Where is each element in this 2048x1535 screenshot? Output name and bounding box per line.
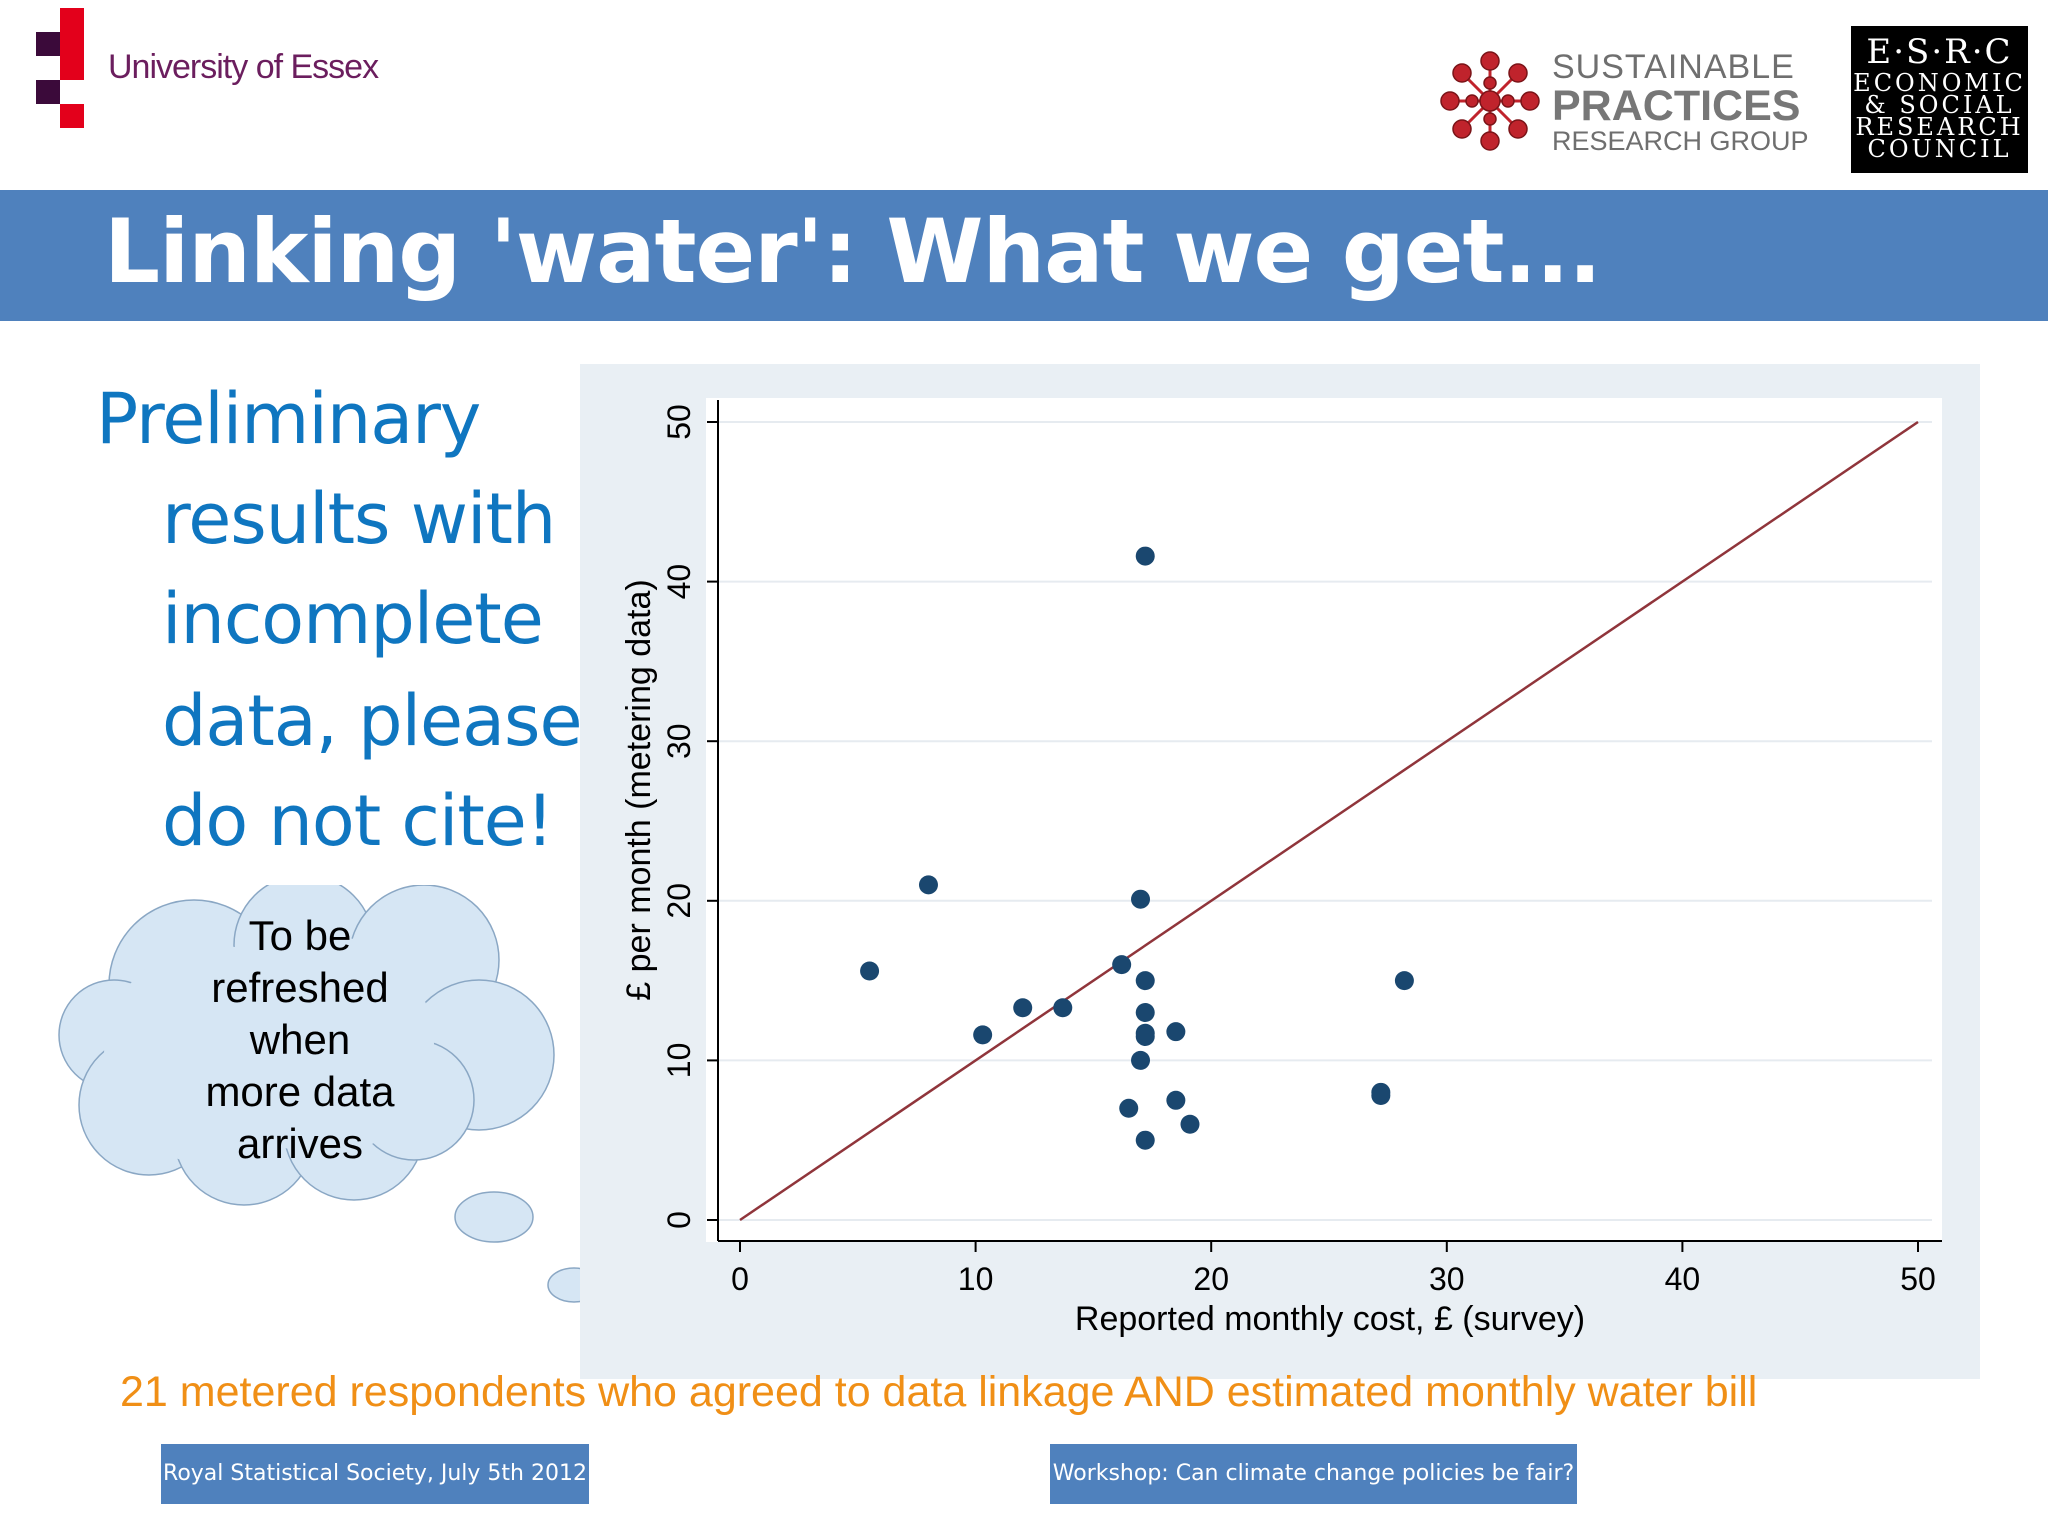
data-point-11	[1135, 971, 1155, 991]
data-point-21	[1135, 1026, 1155, 1046]
y-tick-label-0: 0	[661, 1211, 697, 1229]
y-tick-label-40: 40	[661, 564, 697, 600]
data-point-1	[860, 961, 880, 981]
footer-workshop: Workshop: Can climate change policies be…	[1050, 1444, 1577, 1504]
data-point-14	[1135, 1130, 1155, 1150]
x-ticks: 0 10 20 30 40 50	[731, 1241, 1936, 1297]
caption: 21 metered respondents who agreed to dat…	[120, 1368, 1758, 1416]
data-point-20	[1394, 971, 1414, 991]
esrc-line-3: & SOCIAL	[1864, 91, 2015, 119]
y-tick-label-30: 30	[661, 723, 697, 759]
notice-line-3: incomplete	[162, 578, 544, 660]
cloud-line-3: when	[249, 1016, 351, 1063]
x-tick-label-30: 30	[1429, 1261, 1465, 1297]
y-axis-label: £ per month (metering data)	[620, 579, 658, 1000]
slide-title: Linking 'water': What we get...	[104, 200, 1602, 303]
data-point-4	[1013, 998, 1033, 1018]
y-tick-label-50: 50	[661, 404, 697, 440]
esrc-line-2: ECONOMIC	[1853, 69, 2026, 97]
esrc-logo: E·S·R·C ECONOMIC & SOCIAL RESEARCH COUNC…	[1851, 26, 2028, 173]
reference-line	[739, 420, 1919, 1222]
data-point-10	[1135, 546, 1155, 566]
notice-line-2: results with	[162, 478, 556, 560]
esrc-line-5: COUNCIL	[1867, 135, 2012, 163]
x-tick-label-40: 40	[1665, 1261, 1701, 1297]
cloud-line-5: arrives	[236, 1120, 364, 1167]
molecule-icon	[1440, 51, 1540, 151]
x-tick-label-20: 20	[1193, 1261, 1229, 1297]
university-of-essex-logo	[36, 8, 396, 133]
cloud-line-4: more data	[205, 1068, 395, 1115]
gridlines	[716, 421, 1932, 1221]
x-tick-label-10: 10	[958, 1261, 994, 1297]
sustainable-practices-logo: SUSTAINABLE PRACTICES RESEARCH GROUP	[1440, 48, 1809, 158]
notice-line-5: do not cite!	[162, 780, 554, 862]
y-ticks: 0 10 20 30 40 50	[661, 404, 718, 1229]
thought-cloud	[58, 885, 601, 1303]
data-point-8	[1131, 889, 1151, 909]
esrc-line-1: E·S·R·C	[1866, 32, 2013, 72]
data-points	[860, 546, 1414, 1150]
data-point-12	[1135, 1003, 1155, 1023]
data-point-15	[1166, 1022, 1186, 1042]
plot-area	[706, 398, 1942, 1242]
data-point-5	[1053, 998, 1073, 1018]
university-name: University of Essex	[108, 48, 379, 86]
x-axis-label: Reported monthly cost, £ (survey)	[1075, 1300, 1585, 1338]
data-point-17	[1180, 1114, 1200, 1134]
notice-line-4: data, please	[162, 680, 583, 762]
data-point-16	[1166, 1090, 1186, 1110]
data-point-3	[973, 1025, 993, 1045]
data-point-9	[1131, 1050, 1151, 1070]
data-point-19	[1371, 1086, 1391, 1106]
y-tick-label-20: 20	[661, 883, 697, 919]
sprg-line-1: SUSTAINABLE	[1552, 48, 1795, 86]
essex-mark-icon	[36, 8, 84, 128]
data-point-2	[918, 875, 938, 895]
x-tick-label-50: 50	[1900, 1261, 1936, 1297]
notice-line-1: Preliminary	[96, 378, 481, 460]
sprg-line-2: PRACTICES	[1552, 82, 1801, 130]
cloud-line-1: To be	[248, 912, 352, 959]
data-point-6	[1112, 955, 1132, 975]
cloud-line-2: refreshed	[211, 964, 389, 1011]
x-tick-label-0: 0	[731, 1261, 749, 1297]
cloud-message: To be refreshed when more data arrives	[130, 910, 470, 1170]
y-tick-label-10: 10	[661, 1043, 697, 1079]
sprg-line-3: RESEARCH GROUP	[1552, 126, 1809, 156]
data-point-7	[1119, 1098, 1139, 1118]
esrc-line-4: RESEARCH	[1855, 113, 2024, 141]
title-band: Linking 'water': What we get...	[0, 190, 2048, 321]
footer-event: Royal Statistical Society, July 5th 2012	[161, 1444, 589, 1504]
